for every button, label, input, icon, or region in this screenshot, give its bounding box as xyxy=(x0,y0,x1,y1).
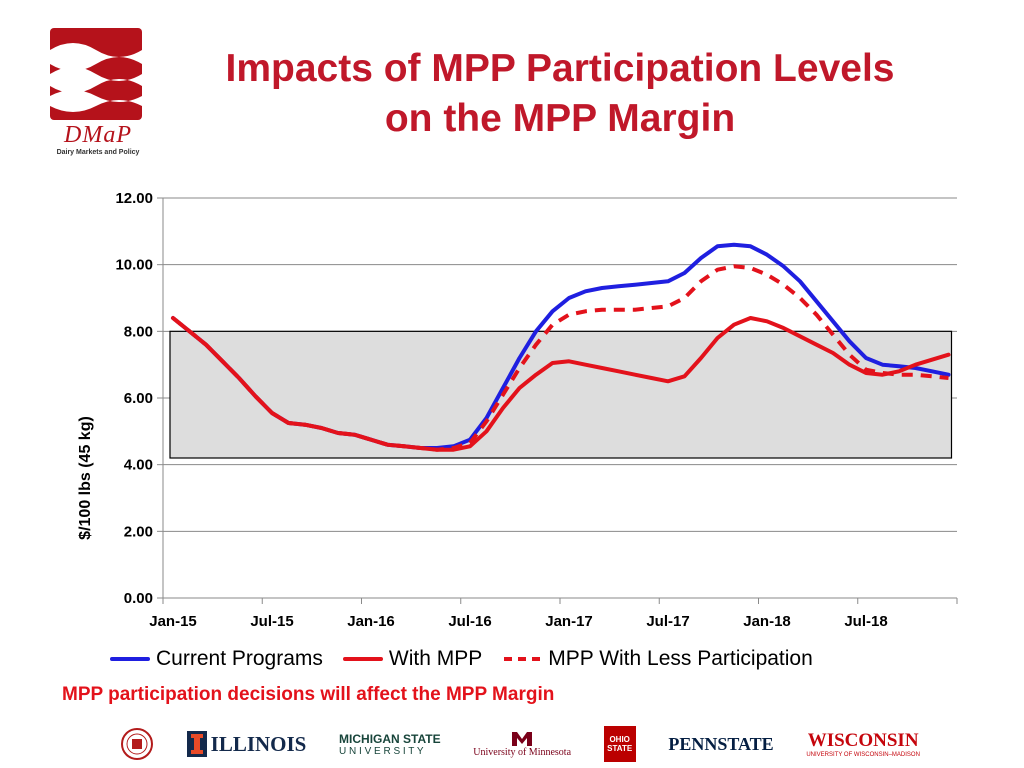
tick-labels: 0.00 2.00 4.00 6.00 8.00 10.00 12.00 Jan-15 Jul-… xyxy=(115,190,887,630)
dmap-logo-word: DMaP xyxy=(64,122,132,148)
y-axis-label: $/100 lbs (45 kg) xyxy=(77,416,94,540)
series-line-with-mpp xyxy=(171,316,951,452)
y-tick-label: 12.00 xyxy=(115,190,153,207)
legend-swatch-less-participation xyxy=(504,657,541,661)
legend-item-with-mpp: With MPP xyxy=(342,647,483,671)
penn-state-wordmark: PENNSTATE xyxy=(668,733,774,754)
x-tick-label: Jan-17 xyxy=(545,613,593,630)
axes xyxy=(157,197,958,604)
y-tick-label: 10.00 xyxy=(115,257,153,274)
legend-label-with-mpp: With MPP xyxy=(388,647,483,670)
illinois-logo: ILLINOIS xyxy=(186,731,307,757)
x-tick-label: Jan-15 xyxy=(149,613,197,630)
penn-state-logo: PENNSTATE xyxy=(668,734,773,755)
dmap-logo-subtitle: Dairy Markets and Policy xyxy=(56,149,140,156)
msu-line-1: MICHIGAN STATE xyxy=(339,731,441,746)
y-tick-label: 8.00 xyxy=(124,323,153,340)
minnesota-m-icon xyxy=(512,731,533,746)
y-tick-label: 6.00 xyxy=(124,390,153,407)
x-tick-label: Jul-15 xyxy=(250,613,293,630)
illinois-i-icon xyxy=(186,731,207,757)
michigan-state-logo: MICHIGAN STATE U N I V E R S I T Y xyxy=(339,732,441,757)
minnesota-wordmark: University of Minnesota xyxy=(473,746,572,758)
cornell-seal-icon xyxy=(121,728,153,760)
illinois-wordmark: ILLINOIS xyxy=(210,731,307,756)
series-lines xyxy=(171,242,951,452)
line-chart: 0.00 2.00 4.00 6.00 8.00 10.00 12.00 Jan-15 Jul-… xyxy=(77,190,958,630)
legend-label-current: Current Programs xyxy=(156,647,323,670)
x-tick-label: Jul-18 xyxy=(844,613,887,630)
x-tick-label: Jan-18 xyxy=(743,613,791,630)
series-line-less-participation xyxy=(171,264,949,452)
legend-item-less-participation: MPP With Less Participation xyxy=(502,647,813,671)
legend-label-less-participation: MPP With Less Participation xyxy=(548,647,813,670)
y-tick-label: 4.00 xyxy=(124,457,153,474)
dmap-logo-mark xyxy=(50,28,142,120)
legend-swatch-with-mpp xyxy=(342,657,383,661)
ohio-state-logo: OHIO STATE xyxy=(603,726,636,762)
y-tick-label: 2.00 xyxy=(124,523,153,540)
minnesota-logo: University of Minnesota xyxy=(473,731,571,758)
x-tick-label: Jul-16 xyxy=(448,613,491,630)
dmap-logo: DMaP Dairy Markets and Policy xyxy=(50,28,146,166)
cornell-seal-logo xyxy=(120,727,154,761)
margin-band xyxy=(169,330,953,459)
chart-legend: Current Programs With MPP MPP With Less … xyxy=(110,645,930,673)
wisconsin-wordmark: WISCONSIN xyxy=(807,730,919,751)
wisconsin-logo: WISCONSIN UNIVERSITY OF WISCONSIN–MADISO… xyxy=(806,730,920,758)
legend-swatch-current xyxy=(110,657,150,661)
page-title: Impacts of MPP Participation Levels on t… xyxy=(150,44,970,144)
title-line-2: on the MPP Margin xyxy=(384,97,736,140)
y-tick-label: 0.00 xyxy=(124,590,153,607)
x-tick-label: Jan-16 xyxy=(347,613,395,630)
footer-logos: ILLINOIS MICHIGAN STATE U N I V E R S I … xyxy=(120,722,920,766)
title-line-1: Impacts of MPP Participation Levels xyxy=(225,47,895,90)
x-tick-label: Jul-17 xyxy=(646,613,689,630)
chart-note: MPP participation decisions will affect … xyxy=(62,684,555,705)
msu-line-2: U N I V E R S I T Y xyxy=(339,745,424,757)
wisconsin-subtitle: UNIVERSITY OF WISCONSIN–MADISON xyxy=(806,752,920,758)
legend-item-current: Current Programs xyxy=(110,647,323,671)
ohio-state-wordmark: OHIO STATE xyxy=(607,735,633,753)
